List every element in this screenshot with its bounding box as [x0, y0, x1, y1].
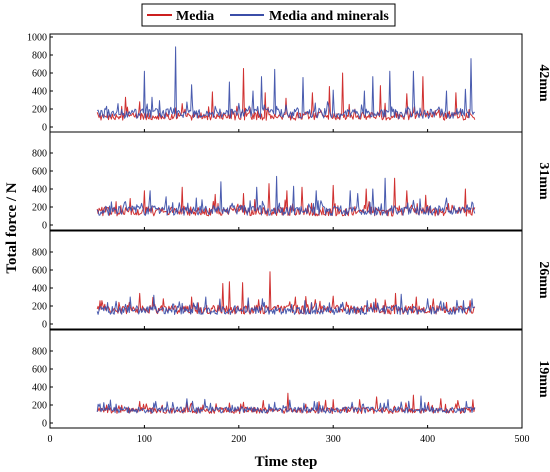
- y-tick-label: 600: [32, 365, 47, 376]
- panel-label-26mm: 26mm: [536, 261, 550, 299]
- y-tick-label: 0: [42, 419, 47, 430]
- panel-label-19mm: 19mm: [536, 360, 550, 398]
- y-tick-label: 200: [32, 203, 47, 214]
- x-tick-label: 300: [326, 434, 341, 445]
- panel-42mm: 0 200 400 600 800 1000 42mm: [27, 33, 550, 134]
- panel-frame-31mm: [49, 131, 523, 231]
- x-tick-label: 500: [515, 434, 530, 445]
- y-tick-label: 600: [32, 266, 47, 277]
- x-tick-label: 200: [231, 434, 246, 445]
- series-line-media-and-minerals-19mm: [96, 395, 476, 414]
- x-tick-label: 400: [420, 434, 435, 445]
- panel-31mm: 0 200 400 600 800 31mm: [32, 131, 550, 232]
- y-tick-label: 1000: [27, 33, 47, 44]
- panel-frame-26mm: [49, 230, 523, 330]
- panels: 0 200 400 600 800 1000 42mm 0 200 400 600 800 31mm 0 2…: [27, 33, 550, 430]
- panel-label-31mm: 31mm: [536, 162, 550, 200]
- y-tick-label: 800: [32, 248, 47, 259]
- y-tick-label: 800: [32, 347, 47, 358]
- y-tick-label: 400: [32, 185, 47, 196]
- y-axis-title: Total force / N: [4, 182, 20, 273]
- panel-26mm: 0 200 400 600 800 26mm: [32, 230, 550, 331]
- series-line-media-31mm: [96, 177, 476, 217]
- panel-19mm: 0 200 400 600 800 19mm: [32, 329, 550, 430]
- legend-label-media: Media: [176, 9, 214, 24]
- x-tick-label: 0: [48, 434, 53, 445]
- series-line-media-and-minerals-31mm: [96, 175, 476, 216]
- y-tick-label: 800: [32, 149, 47, 160]
- y-tick-label: 200: [32, 105, 47, 116]
- y-tick-label: 400: [32, 383, 47, 394]
- series-line-media-and-minerals-26mm: [96, 293, 475, 315]
- x-axis-title: Time step: [255, 454, 318, 470]
- y-tick-label: 400: [32, 87, 47, 98]
- y-tick-label: 200: [32, 401, 47, 412]
- series-line-media-26mm: [96, 271, 476, 315]
- x-axis: 0 100 200 300 400 500: [48, 434, 530, 445]
- y-tick-label: 600: [32, 69, 47, 80]
- y-tick-label: 0: [42, 320, 47, 331]
- series-line-media-and-minerals-42mm: [96, 46, 475, 119]
- legend: Media Media and minerals: [141, 3, 396, 27]
- y-tick-label: 400: [32, 284, 47, 295]
- x-tick-label: 100: [137, 434, 152, 445]
- series-line-media-42mm: [96, 68, 476, 121]
- panel-label-42mm: 42mm: [536, 64, 550, 102]
- y-tick-label: 0: [42, 123, 47, 134]
- y-tick-label: 600: [32, 167, 47, 178]
- y-tick-label: 0: [42, 221, 47, 232]
- legend-label-media-and-minerals: Media and minerals: [269, 9, 389, 24]
- y-tick-label: 800: [32, 51, 47, 62]
- legend-box: [141, 3, 396, 27]
- panel-frame-19mm: [49, 329, 523, 429]
- y-tick-label: 200: [32, 302, 47, 313]
